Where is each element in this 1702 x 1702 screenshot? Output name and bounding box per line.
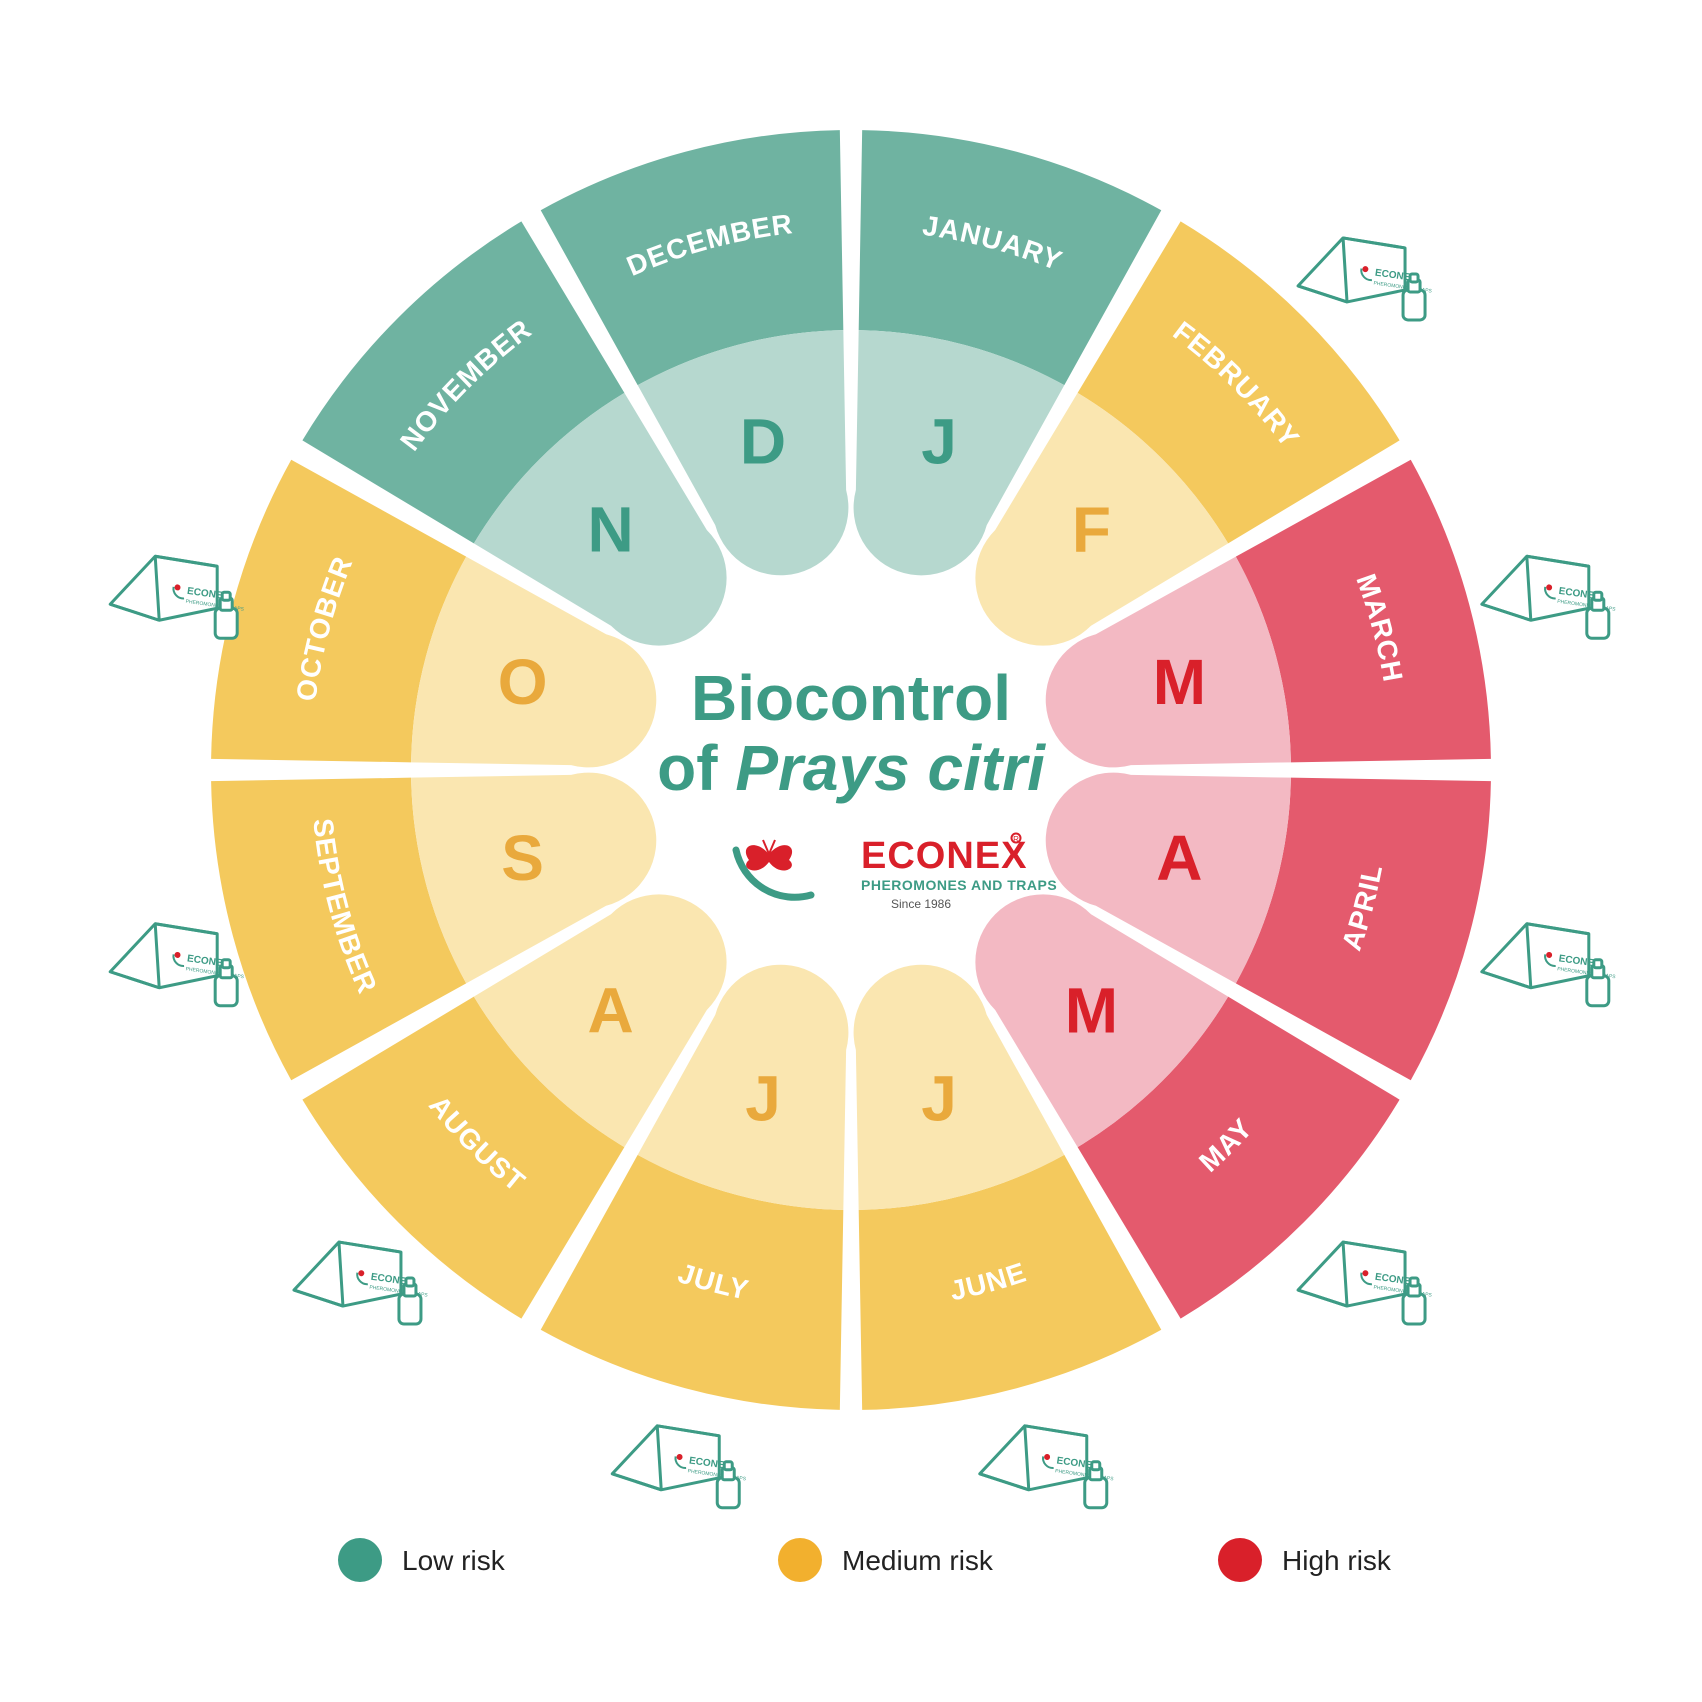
month-letter: J — [745, 1062, 781, 1134]
econex-logo: ECONEX R PHEROMONES AND TRAPS Since 1986 — [736, 834, 1057, 912]
month-letter: M — [1065, 974, 1118, 1046]
trap-icon: ECONEXPHEROMONES & TRAPS — [1482, 924, 1619, 1006]
month-letter: O — [498, 646, 548, 718]
month-letter: J — [921, 406, 957, 478]
title-line-2: of Prays citri — [657, 732, 1046, 804]
svg-text:R: R — [1013, 835, 1019, 844]
risk-legend: Low risk Medium risk High risk — [338, 1538, 1392, 1582]
month-letter: A — [1156, 822, 1202, 894]
month-letter: D — [740, 406, 786, 478]
trap-icon: ECONEXPHEROMONES & TRAPS — [1482, 556, 1619, 638]
trap-icon: ECONEXPHEROMONES & TRAPS — [294, 1242, 431, 1324]
biocontrol-wheel-infographic: JANUARYJFEBRUARYFECONEXPHEROMONES & TRAP… — [0, 0, 1702, 1702]
month-letter: M — [1153, 646, 1206, 718]
trap-icon: ECONEXPHEROMONES & TRAPS — [1298, 1242, 1435, 1324]
month-wheel: JANUARYJFEBRUARYFECONEXPHEROMONES & TRAP… — [110, 130, 1618, 1508]
trap-icon: ECONEXPHEROMONES & TRAPS — [110, 556, 247, 638]
legend-label: Low risk — [402, 1545, 506, 1576]
month-letter: N — [587, 494, 633, 566]
legend-medium: Medium risk — [778, 1538, 994, 1582]
trap-icon: ECONEXPHEROMONES & TRAPS — [980, 1426, 1117, 1508]
title-line-1: Biocontrol — [691, 662, 1011, 734]
month-letter: J — [921, 1062, 957, 1134]
brand-tagline: PHEROMONES AND TRAPS — [861, 877, 1057, 893]
brand-since: Since 1986 — [891, 897, 951, 911]
month-letter: A — [587, 974, 633, 1046]
legend-label: Medium risk — [842, 1545, 994, 1576]
trap-icon: ECONEXPHEROMONES & TRAPS — [110, 924, 247, 1006]
legend-low: Low risk — [338, 1538, 506, 1582]
trap-icon: ECONEXPHEROMONES & TRAPS — [1298, 238, 1435, 320]
month-letter: S — [501, 822, 544, 894]
legend-label: High risk — [1282, 1545, 1392, 1576]
month-letter: F — [1072, 494, 1111, 566]
brand-name: ECONEX — [861, 835, 1027, 877]
center-block: Biocontrol of Prays citri ECONEX R PHERO… — [657, 662, 1057, 911]
trap-icon: ECONEXPHEROMONES & TRAPS — [612, 1426, 749, 1508]
butterfly-icon — [746, 840, 792, 871]
legend-high: High risk — [1218, 1538, 1392, 1582]
